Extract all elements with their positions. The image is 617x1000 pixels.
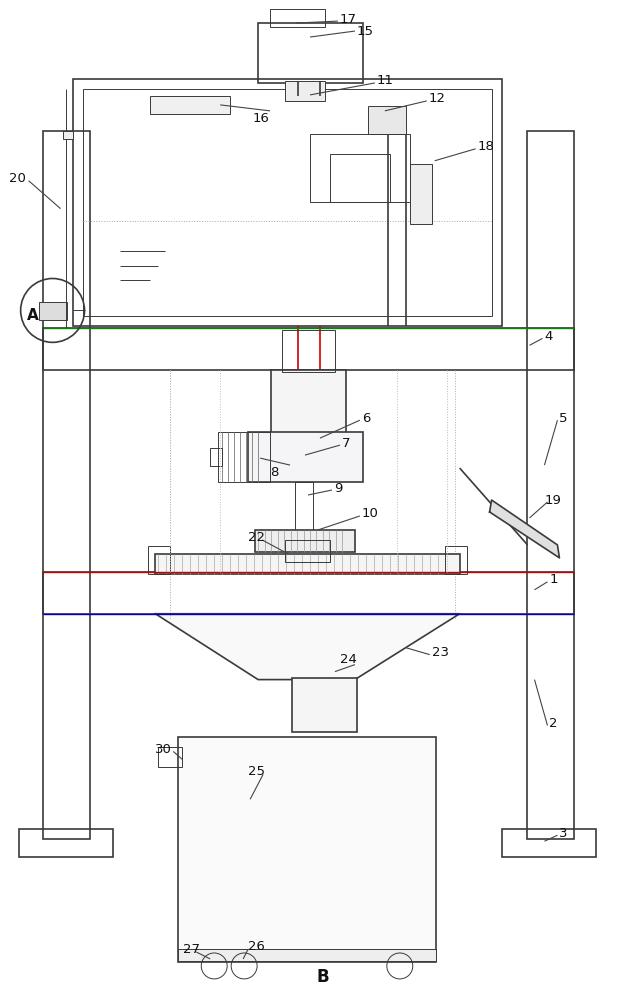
- Text: 26: 26: [248, 940, 265, 953]
- Bar: [178, 737, 436, 962]
- Bar: [258, 23, 363, 83]
- Text: 10: 10: [362, 507, 379, 520]
- Polygon shape: [155, 614, 460, 680]
- Text: 12: 12: [429, 92, 445, 105]
- Bar: [178, 949, 436, 961]
- Polygon shape: [490, 500, 560, 558]
- Bar: [148, 546, 170, 574]
- Text: 19: 19: [544, 493, 561, 506]
- Bar: [285, 540, 330, 562]
- Text: B: B: [317, 968, 329, 986]
- Bar: [19, 829, 114, 857]
- Bar: [310, 134, 410, 202]
- Bar: [155, 554, 460, 574]
- Text: 4: 4: [544, 330, 553, 343]
- Text: 18: 18: [478, 140, 494, 153]
- Bar: [502, 829, 597, 857]
- Bar: [43, 328, 574, 370]
- Bar: [285, 81, 325, 101]
- Bar: [292, 678, 357, 732]
- Text: A: A: [27, 308, 38, 323]
- Bar: [282, 330, 335, 372]
- Text: 9: 9: [334, 482, 342, 495]
- Bar: [43, 131, 91, 839]
- Bar: [73, 79, 502, 326]
- Text: 23: 23: [432, 646, 449, 659]
- Bar: [43, 572, 574, 614]
- Bar: [39, 302, 67, 320]
- Text: 20: 20: [9, 172, 25, 185]
- Text: 16: 16: [252, 112, 269, 125]
- Text: 1: 1: [550, 573, 558, 586]
- Bar: [159, 747, 182, 767]
- Text: 24: 24: [340, 653, 357, 666]
- Bar: [410, 164, 432, 224]
- Text: 30: 30: [155, 743, 172, 756]
- Text: 17: 17: [340, 13, 357, 26]
- Bar: [271, 370, 346, 435]
- Text: 27: 27: [183, 943, 201, 956]
- Text: 6: 6: [362, 412, 370, 425]
- Bar: [330, 154, 390, 202]
- Text: 15: 15: [357, 25, 374, 38]
- Text: 8: 8: [270, 466, 278, 479]
- Text: 7: 7: [342, 437, 350, 450]
- Text: 22: 22: [248, 531, 265, 544]
- Bar: [270, 9, 325, 27]
- Bar: [295, 482, 313, 532]
- Bar: [248, 432, 363, 482]
- Bar: [210, 448, 222, 466]
- Text: 25: 25: [248, 765, 265, 778]
- Text: 3: 3: [560, 827, 568, 840]
- Text: 11: 11: [377, 74, 394, 87]
- Text: 5: 5: [560, 412, 568, 425]
- Bar: [62, 131, 73, 139]
- Bar: [218, 432, 270, 482]
- Bar: [255, 530, 355, 552]
- Bar: [151, 96, 230, 114]
- Bar: [445, 546, 466, 574]
- Bar: [526, 131, 574, 839]
- Bar: [83, 89, 492, 316]
- Bar: [368, 106, 406, 134]
- Text: 2: 2: [550, 717, 558, 730]
